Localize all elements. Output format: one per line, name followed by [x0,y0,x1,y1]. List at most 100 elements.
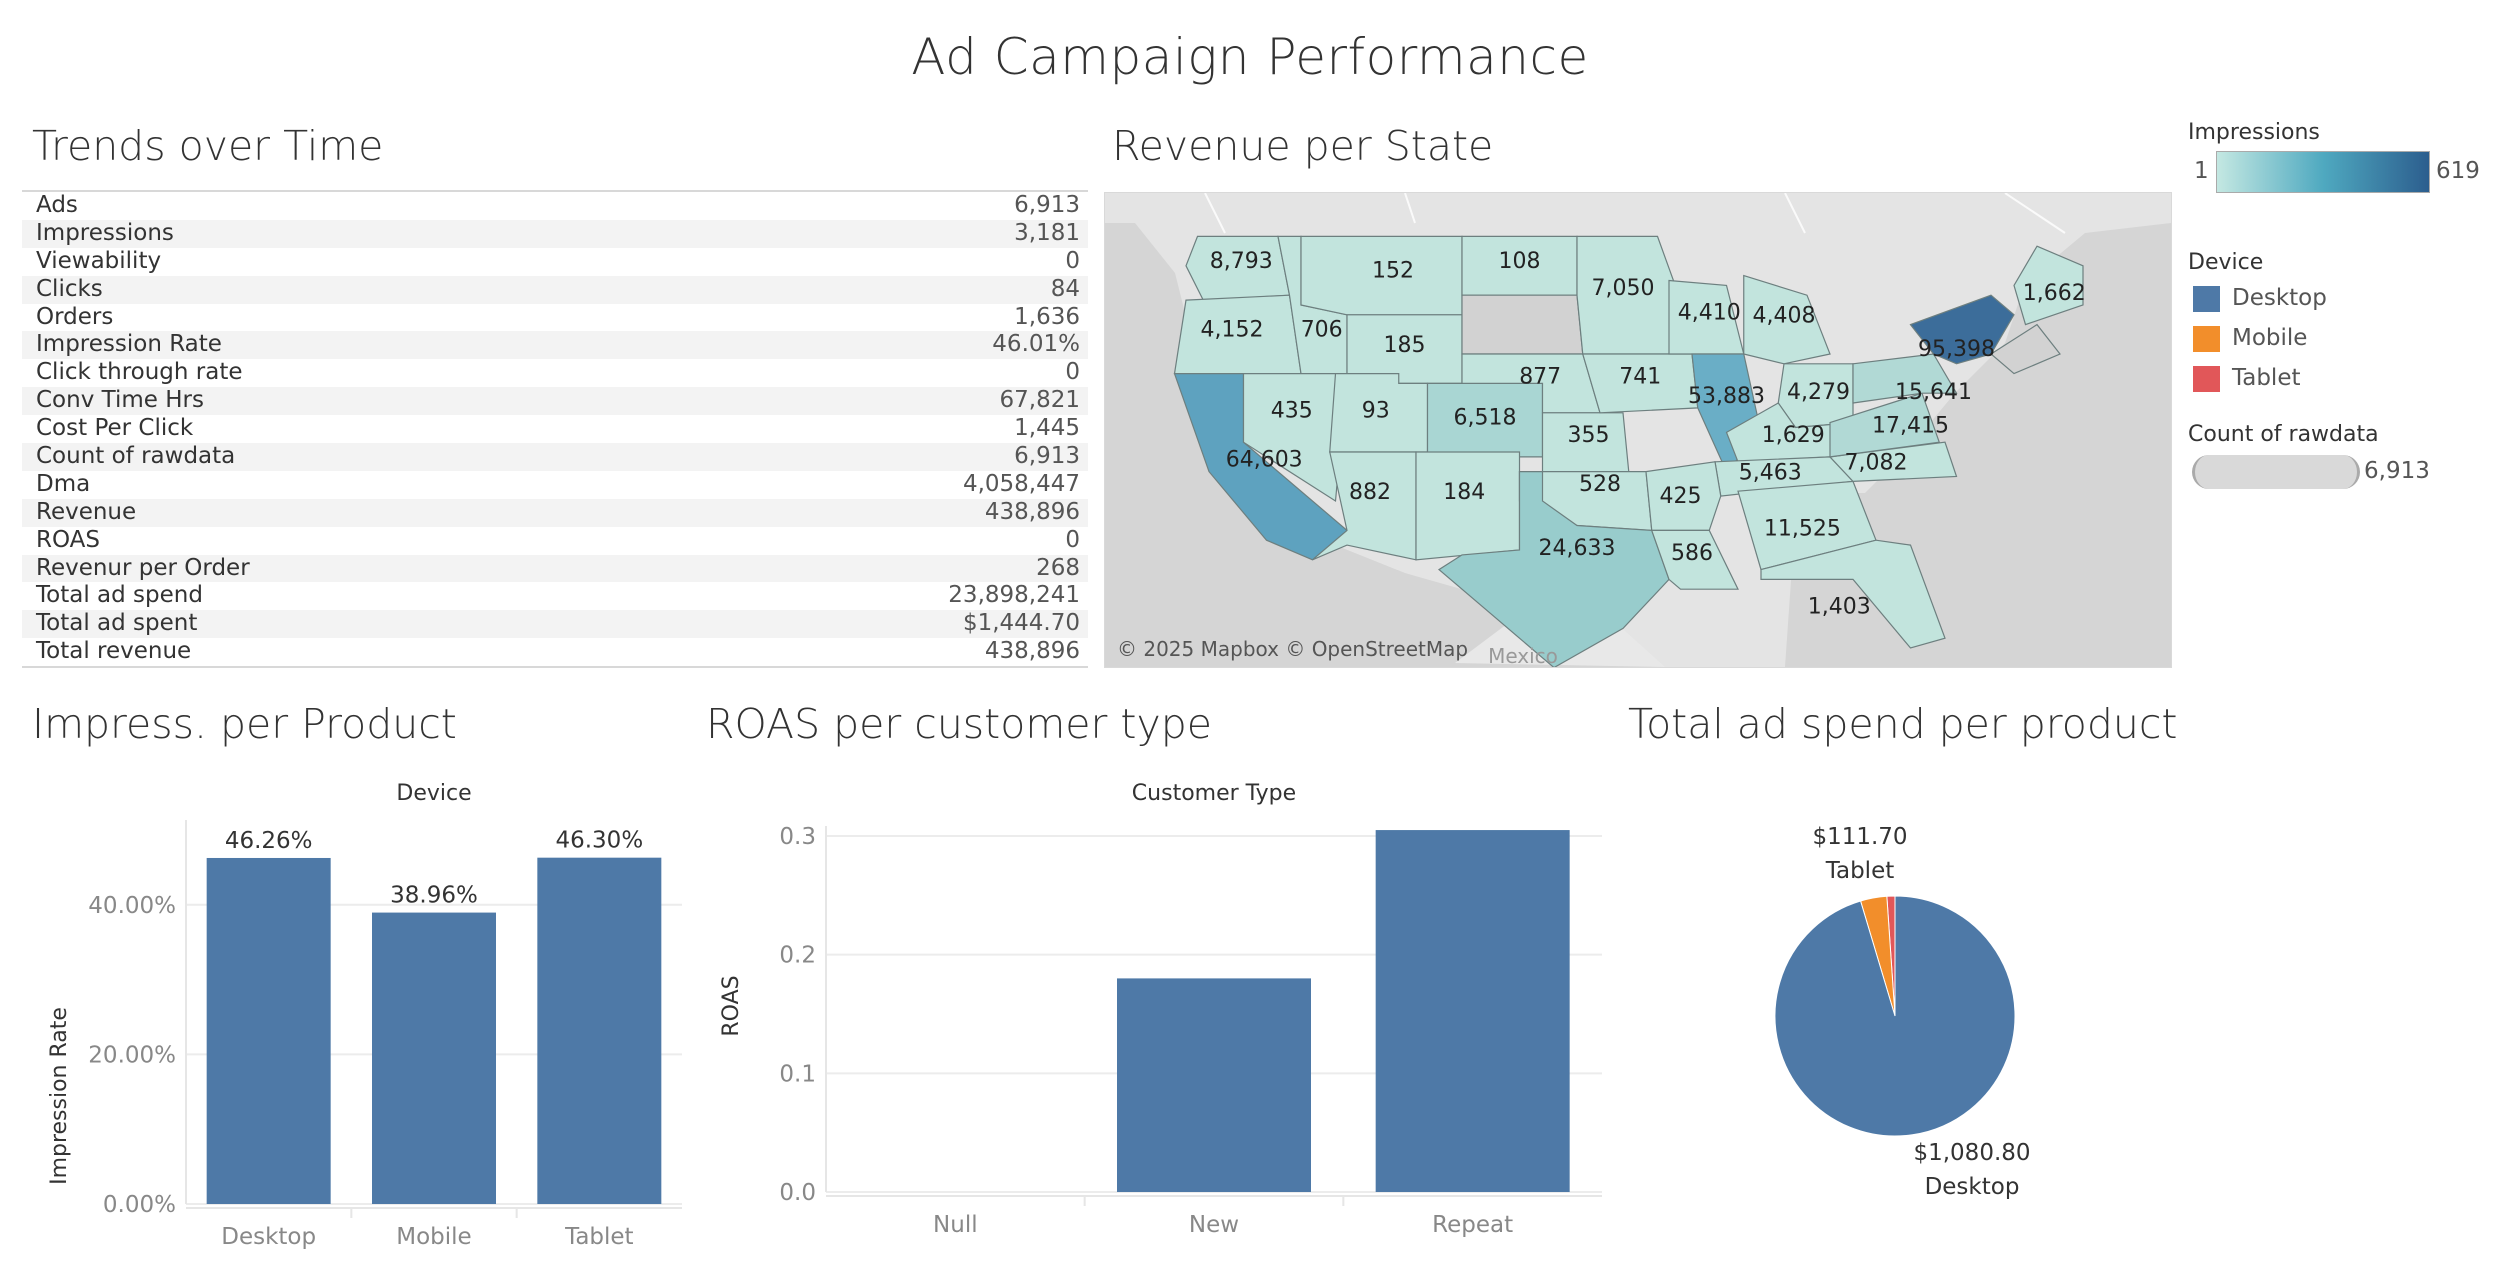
y-tick-label: 40.00% [88,893,176,919]
trends-row[interactable]: Impressions 3,181 [22,219,1088,248]
y-tick-label: 0.3 [779,824,816,850]
state-value-label: 152 [1372,259,1414,284]
trends-row[interactable]: Orders 1,636 [22,304,1088,332]
bar[interactable] [537,857,662,1204]
state-value-label: 15,641 [1895,380,1972,405]
state-value-label: 53,883 [1688,384,1765,409]
trends-row[interactable]: Total revenue 438,896 [22,638,1088,666]
state-value-label: 11,525 [1764,516,1841,541]
trends-row[interactable]: Conv Time Hrs 67,821 [22,387,1088,416]
device-legend-swatch[interactable] [2193,366,2220,392]
dashboard-title: Ad Campaign Performance [911,28,1589,86]
impress-y-ticks: 0.00% 20.00% 40.00% [88,893,176,1218]
trends-row-value: 6,913 [1014,443,1080,470]
state-shape[interactable] [1829,392,1941,458]
trends-row[interactable]: Revenur per Order 268 [22,554,1088,583]
device-legend-swatch[interactable] [2193,286,2220,312]
trends-row[interactable]: ROAS 0 [22,527,1088,555]
trends-row-label: Dma [36,470,91,497]
trends-row-label: Total ad spend [36,582,203,609]
state-shape[interactable] [1760,539,1946,649]
spend-pie-chart: $111.70 Tablet $1,080.80 Desktop [1774,824,2031,1200]
trends-row-label: Count of rawdata [36,443,236,470]
state-shape[interactable] [1415,451,1521,561]
trends-row-value: 4,058,447 [962,470,1080,497]
state-shape[interactable] [1650,529,1739,590]
trends-row-value: 0 [1065,247,1080,274]
state-shape[interactable] [1743,274,1831,365]
x-tick-label: Desktop [221,1224,316,1250]
impress-value-labels: 46.26% 38.96% 46.30% [225,828,643,909]
revenue-map[interactable]: 8,793 4,152 64,603 706 435 152 185 93 6,518 882 18… [1104,192,2172,668]
trends-row[interactable]: Total ad spent $1,444.70 [22,610,1088,639]
trends-row[interactable]: Viewability 0 [22,248,1088,276]
trends-row[interactable]: Clicks 84 [22,275,1088,304]
trends-row-label: Conv Time Hrs [36,387,204,414]
state-value-label: 64,603 [1226,448,1303,473]
state-value-label: 882 [1349,480,1391,505]
x-tick-label: Repeat [1432,1212,1513,1238]
roas-bars [1117,830,1570,1192]
device-legend-label[interactable]: Mobile [2232,325,2308,351]
trends-row-label: Impression Rate [36,331,222,358]
state-value-label: 7,082 [1845,451,1908,476]
bar[interactable] [206,857,331,1204]
x-tick-label: Mobile [396,1224,471,1250]
trends-row-label: Viewability [36,247,162,274]
bar[interactable] [372,912,496,1204]
impress-x-ticks: Desktop Mobile Tablet [221,1224,633,1250]
state-value-label: 6,518 [1454,406,1517,431]
trends-row-label: ROAS [36,526,101,553]
trends-row[interactable]: Dma 4,058,447 [22,471,1088,499]
trends-row-value: 0 [1065,526,1080,553]
trends-row[interactable]: Count of rawdata 6,913 [22,443,1088,471]
map-title: Revenue per State [1112,122,1494,170]
state-value-labels: 8,793 4,152 64,603 706 435 152 185 93 6,518 882 18… [1201,249,2086,620]
impress-y-axis-title: Impression Rate [47,1007,72,1185]
impress-chart: Device Impression Rate 0.00% 20.00% 40.00%… [47,781,682,1250]
trends-row[interactable]: Click through rate 0 [22,359,1088,387]
pie-label-tablet-value: $111.70 [1812,824,1907,850]
state-shape[interactable] [1645,461,1722,531]
trends-row-value: 46.01% [992,331,1080,358]
trends-row[interactable]: Cost Per Click 1,445 [22,415,1088,443]
state-value-label: 8,793 [1210,249,1273,274]
count-legend-title: Count of rawdata [2188,422,2379,447]
trends-row-value: 3,181 [1014,219,1080,246]
pie-label-tablet-name: Tablet [1825,858,1895,884]
y-tick-label: 0.0 [779,1180,816,1206]
state-shape[interactable] [2013,245,2084,326]
trends-row[interactable]: Impression Rate 46.01% [22,331,1088,360]
mexico-label: Mexico [1488,644,1558,667]
state-value-label: 528 [1579,472,1621,497]
trends-row-value: 438,896 [984,498,1080,525]
roas-x-ticks: Null New Repeat [933,1212,1513,1238]
state-shape[interactable] [1461,294,1584,355]
count-legend-value: 6,913 [2364,458,2430,484]
impressions-gradient-bar [2216,151,2430,193]
trends-row[interactable]: Ads 6,913 [22,192,1088,220]
device-legend-title: Device [2188,250,2264,275]
device-legend-label[interactable]: Tablet [2232,365,2301,391]
state-value-label: 7,050 [1592,276,1655,301]
state-shape[interactable] [1989,323,2061,375]
state-shape[interactable] [1852,353,1958,404]
bar[interactable] [1117,978,1311,1192]
trends-row[interactable]: Revenue 438,896 [22,498,1088,527]
pie-slice[interactable] [1774,895,2016,1137]
bar[interactable] [1375,830,1570,1192]
device-legend-swatch[interactable] [2193,326,2220,352]
state-shape[interactable] [1437,471,1670,667]
state-value-label: 1,403 [1808,595,1871,620]
state-shapes [1173,235,2084,667]
trends-row-label: Total revenue [36,638,192,665]
map-attribution[interactable]: © 2025 Mapbox © OpenStreetMap [1117,637,1468,661]
device-legend-label[interactable]: Desktop [2232,285,2327,311]
trends-row[interactable]: Total ad spend 23,898,241 [22,582,1088,610]
impressions-legend-min: 1 [2194,158,2209,184]
trends-row-label: Orders [36,303,114,330]
impress-chart-header: Device [396,781,471,806]
state-value-label: 4,408 [1753,304,1816,329]
state-shape[interactable] [1242,373,1348,503]
trends-row-label: Clicks [36,275,103,302]
